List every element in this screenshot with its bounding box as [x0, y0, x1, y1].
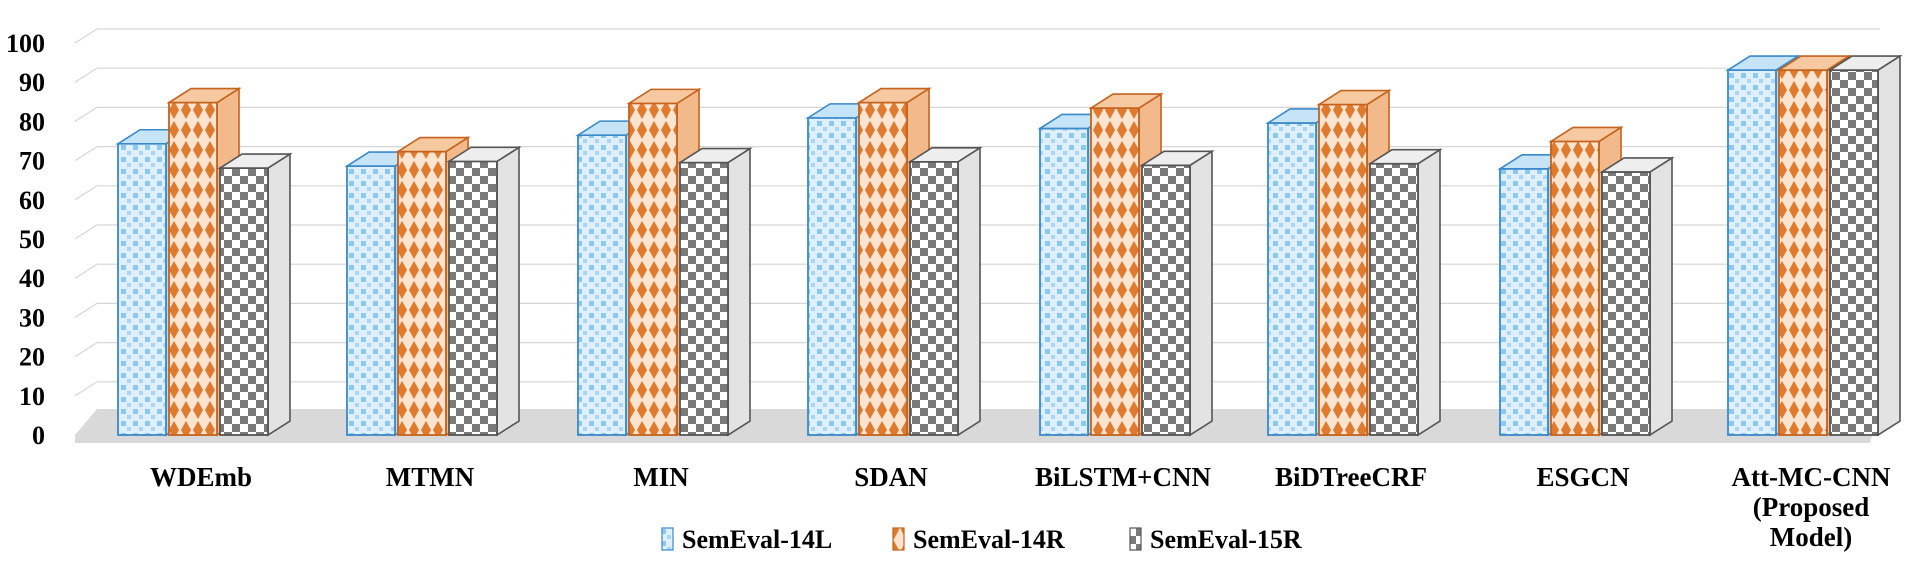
- legend-label: SemEval-14L: [682, 525, 832, 554]
- legend: SemEval-14L SemEval-14R SemEval-15R: [661, 525, 1302, 554]
- x-category-label: MIN: [633, 462, 689, 492]
- y-tick-label: 50: [19, 225, 45, 254]
- y-tick-label: 80: [19, 107, 45, 136]
- y-tick-label: 10: [19, 382, 45, 411]
- legend-swatch: [1129, 527, 1142, 551]
- x-category-label: WDEmb: [150, 462, 252, 492]
- legend-item-SemEval-14L: SemEval-14L: [661, 525, 832, 554]
- y-tick-label: 60: [19, 186, 45, 215]
- legend-label: SemEval-14R: [913, 525, 1065, 554]
- x-category-label: ESGCN: [1536, 462, 1630, 492]
- legend-swatch: [892, 527, 905, 551]
- legend-item-SemEval-14R: SemEval-14R: [892, 525, 1065, 554]
- x-category-label: BiLSTM+CNN: [1035, 462, 1211, 492]
- y-tick-label: 0: [32, 421, 45, 450]
- bar-SemEval-15R-SDAN: [907, 146, 983, 437]
- bar-SemEval-15R-MIN: [677, 147, 753, 437]
- bar-SemEval-15R-Att-MC-CNN (Proposed Model): [1827, 54, 1903, 437]
- y-tick-label: 40: [19, 264, 45, 293]
- y-tick-label: 30: [19, 303, 45, 332]
- bar-SemEval-15R-ESGCN: [1599, 156, 1675, 437]
- x-category-label: MTMN: [386, 462, 475, 492]
- bar-SemEval-15R-BiDTreeCRF: [1367, 148, 1443, 437]
- x-category-label: SDAN: [854, 462, 928, 492]
- x-category-label: BiDTreeCRF: [1275, 462, 1427, 492]
- y-tick-label: 70: [19, 147, 45, 176]
- y-tick-label: 20: [19, 343, 45, 372]
- gridline: [74, 106, 1880, 122]
- legend-swatch: [661, 527, 674, 551]
- legend-label: SemEval-15R: [1150, 525, 1302, 554]
- gridline: [74, 28, 1880, 44]
- bar-SemEval-15R-WDEmb: [217, 152, 293, 437]
- bar-SemEval-15R-MTMN: [446, 145, 522, 437]
- y-tick-label: 100: [6, 29, 45, 58]
- y-tick-label: 90: [19, 68, 45, 97]
- legend-item-SemEval-15R: SemEval-15R: [1129, 525, 1302, 554]
- bar-SemEval-15R-BiLSTM+CNN: [1139, 149, 1215, 437]
- gridline: [74, 67, 1880, 83]
- x-category-label: Att-MC-CNN (Proposed Model): [1732, 462, 1891, 552]
